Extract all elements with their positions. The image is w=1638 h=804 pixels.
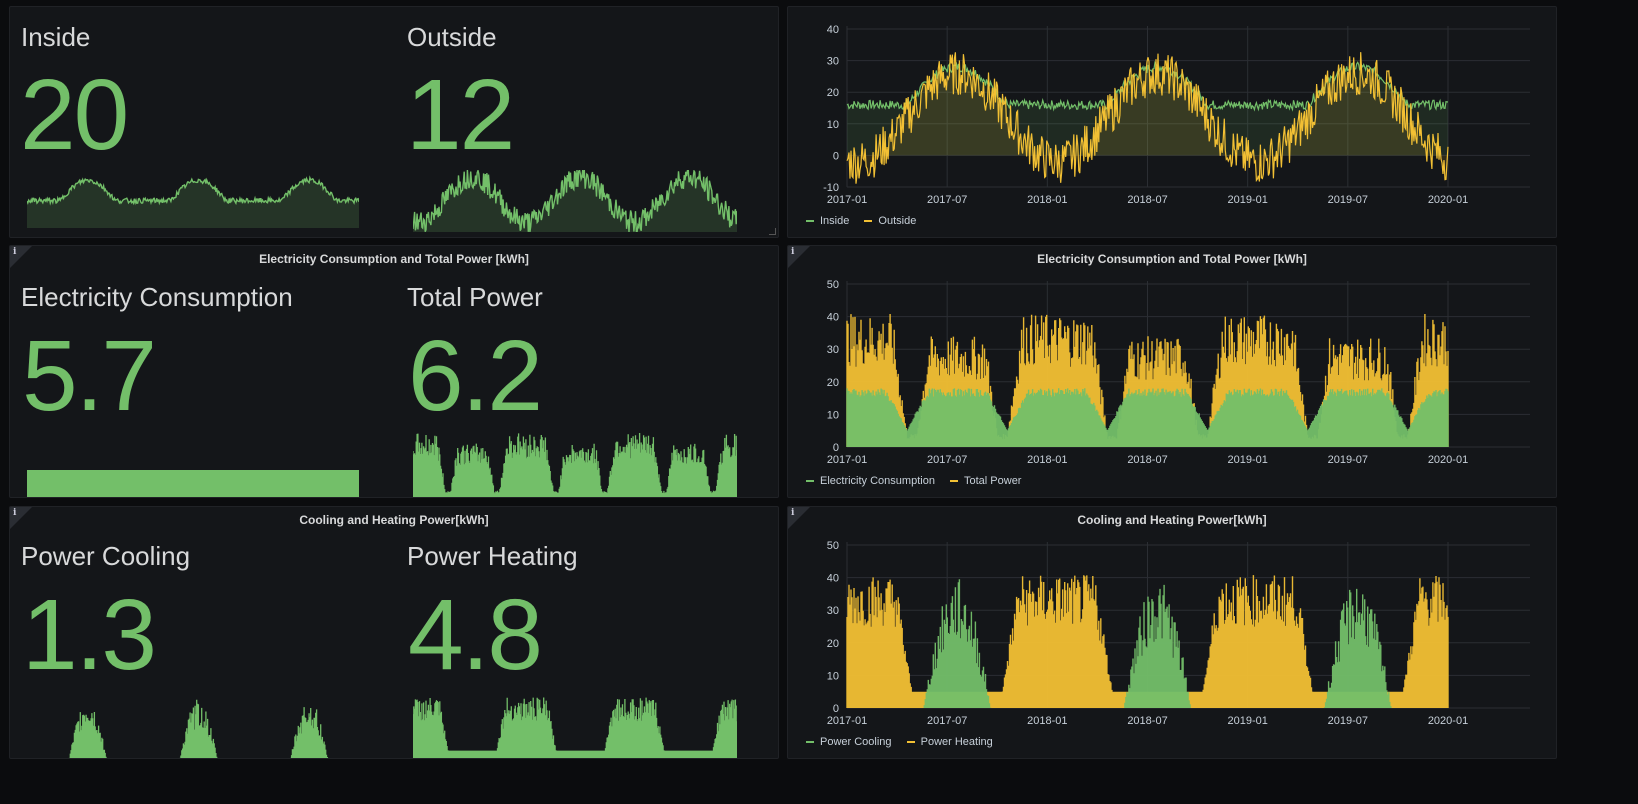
series-outside (846, 52, 1449, 184)
x-tick-label: 2019-07 (1328, 454, 1368, 466)
sparkline-inside (27, 175, 359, 228)
x-tick-label: 2020-01 (1428, 715, 1468, 727)
x-tick-label: 2020-01 (1428, 454, 1468, 466)
graph-panel-temperature[interactable]: -10 0 10 20 30 40 2017-01 2017-07 2018-01 2018-07… (787, 6, 1557, 238)
legend-item-power-heating[interactable]: Power Heating (906, 736, 993, 748)
stat-label-outside: Outside (407, 22, 497, 52)
x-tick-label: 2017-01 (827, 454, 867, 466)
stat-label-inside: Inside (21, 22, 91, 52)
y-tick-label: 40 (827, 573, 839, 585)
graph-temperature: -10 0 10 20 30 40 2017-01 2017-07 2018-01 2018-07… (823, 24, 1530, 206)
graph-panel-cooling-heating[interactable]: i Cooling and Heating Power[kWh] 0 10 20 30… (787, 506, 1557, 759)
y-tick-label: 30 (827, 56, 839, 68)
y-tick-label: 0 (833, 442, 839, 454)
info-icon[interactable]: i (10, 246, 32, 268)
stat-value-total-power: 6.2 (408, 320, 543, 432)
x-tick-label: 2018-01 (1027, 454, 1067, 466)
x-tick-label: 2017-01 (827, 715, 867, 727)
y-tick-label: 20 (827, 87, 839, 99)
x-tick-label: 2018-01 (1027, 715, 1067, 727)
graph-electricity: 0 10 20 30 40 50 2017-01 2017-07 2018-01 2018-07 2… (827, 279, 1530, 466)
x-tick-label: 2018-07 (1127, 194, 1167, 206)
sparkline-power-heating (413, 697, 737, 758)
y-tick-label: 10 (827, 409, 839, 421)
y-tick-label: 10 (827, 119, 839, 131)
sparkline-area (413, 170, 737, 232)
stat-value-outside: 12 (406, 59, 515, 171)
stat-label-electricity: Electricity Consumption (21, 282, 293, 312)
legend-item-inside[interactable]: Inside (806, 215, 849, 227)
x-tick-label: 2017-01 (827, 194, 867, 206)
x-tick-label: 2019-01 (1227, 454, 1267, 466)
series-inside (846, 60, 1449, 112)
y-tick-label: 10 (827, 670, 839, 682)
graph-cooling-heating: 0 10 20 30 40 50 2017-01 2017-07 2018-01 2018-07 2… (827, 540, 1530, 727)
legend-temperature: Inside Outside (806, 215, 928, 227)
graph-panel-electricity[interactable]: i Electricity Consumption and Total Powe… (787, 245, 1557, 498)
y-tick-label: 40 (827, 312, 839, 324)
info-icon[interactable]: i (788, 507, 810, 529)
sparkline-electricity (27, 470, 359, 497)
x-tick-label: 2019-01 (1227, 715, 1267, 727)
panel-title: Electricity Consumption and Total Power … (1037, 252, 1307, 266)
x-tick-label: 2018-01 (1027, 194, 1067, 206)
stat-value-electricity: 5.7 (22, 320, 157, 432)
sparkline-bar (27, 470, 359, 497)
sparkline-line (413, 170, 737, 232)
y-tick-label: 0 (833, 150, 839, 162)
x-tick-label: 2019-07 (1328, 194, 1368, 206)
info-icon[interactable]: i (10, 507, 32, 529)
panel-title: Cooling and Heating Power[kWh] (299, 513, 489, 527)
sparkline-power-cooling (68, 699, 329, 758)
y-tick-label: 30 (827, 344, 839, 356)
stat-panel-temperature[interactable]: Inside 20 Outside 12 (9, 6, 779, 238)
legend-item-total-power[interactable]: Total Power (950, 475, 1021, 487)
legend-electricity: Electricity Consumption Total Power (806, 475, 1033, 487)
x-tick-label: 2018-07 (1127, 715, 1167, 727)
legend-cooling-heating: Power Cooling Power Heating (806, 736, 1005, 748)
x-tick-label: 2019-01 (1227, 194, 1267, 206)
sparkline-bars (68, 699, 329, 758)
x-tick-label: 2020-01 (1428, 194, 1468, 206)
info-icon[interactable]: i (788, 246, 810, 268)
stat-panel-cooling-heating[interactable]: i Cooling and Heating Power[kWh] Power C… (9, 506, 779, 759)
sparkline-bars (413, 697, 737, 758)
sparkline-bars (413, 433, 737, 497)
sparkline-area (27, 177, 359, 228)
y-tick-label: 0 (833, 703, 839, 715)
y-tick-label: 40 (827, 24, 839, 36)
sparkline-total-power (413, 433, 737, 497)
y-tick-label: -10 (823, 182, 839, 194)
stat-value-power-heating: 4.8 (408, 579, 543, 691)
sparkline-outside (413, 170, 737, 232)
x-tick-label: 2018-07 (1127, 454, 1167, 466)
x-tick-label: 2017-07 (927, 454, 967, 466)
stat-value-power-cooling: 1.3 (22, 579, 157, 691)
resize-handle[interactable] (769, 228, 776, 235)
y-tick-label: 50 (827, 279, 839, 291)
legend-item-power-cooling[interactable]: Power Cooling (806, 736, 892, 748)
stat-panel-electricity[interactable]: i Electricity Consumption and Total Powe… (9, 245, 779, 498)
y-tick-label: 50 (827, 540, 839, 552)
y-tick-label: 30 (827, 605, 839, 617)
panel-title: Electricity Consumption and Total Power … (259, 252, 529, 266)
x-tick-label: 2017-07 (927, 715, 967, 727)
panel-title: Cooling and Heating Power[kWh] (1077, 513, 1267, 527)
stat-label-power-cooling: Power Cooling (21, 541, 191, 571)
legend-item-electricity[interactable]: Electricity Consumption (806, 475, 935, 487)
legend-item-outside[interactable]: Outside (864, 215, 916, 227)
sparkline-line (27, 175, 359, 206)
x-tick-label: 2019-07 (1328, 715, 1368, 727)
stat-label-total-power: Total Power (407, 282, 543, 312)
series-area-inside (847, 62, 1448, 156)
stat-label-power-heating: Power Heating (407, 541, 578, 571)
y-tick-label: 20 (827, 638, 839, 650)
series-power-heating (923, 579, 1392, 708)
series-total-power (846, 388, 1449, 447)
stat-value-inside: 20 (20, 59, 129, 171)
y-tick-label: 20 (827, 377, 839, 389)
x-tick-label: 2017-07 (927, 194, 967, 206)
